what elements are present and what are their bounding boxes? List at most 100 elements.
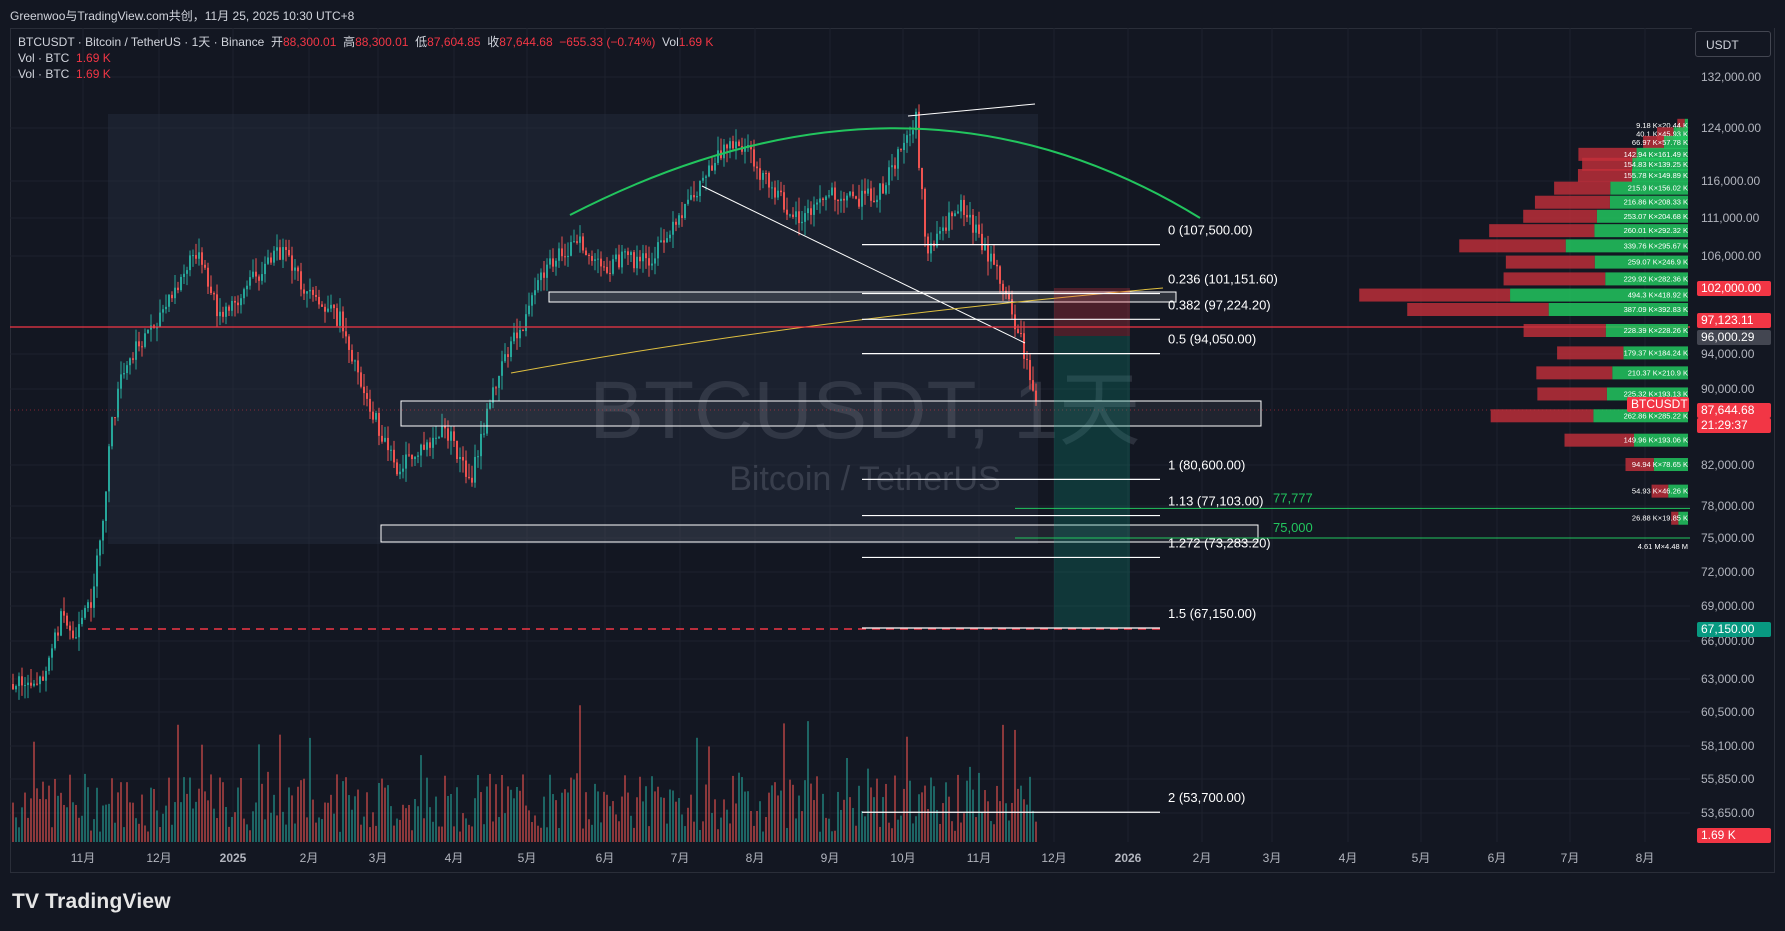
- volume-bar: [720, 817, 722, 842]
- candle-body: [1023, 333, 1025, 359]
- volume-bar: [228, 826, 230, 842]
- candle-body: [423, 444, 425, 450]
- candle-body: [654, 258, 656, 264]
- volume-bar: [810, 783, 812, 842]
- volume-bar: [21, 807, 23, 842]
- vp-bar-down: [1490, 409, 1594, 423]
- time-tick: 6月: [596, 851, 615, 865]
- rounding-top-arc: [569, 127, 1201, 219]
- volume-bar: [159, 827, 161, 842]
- candle-body: [1002, 283, 1004, 291]
- candle-body: [891, 165, 893, 168]
- legend-study-2[interactable]: Vol · BTC 1.69 K: [18, 66, 713, 82]
- volume-bar: [390, 806, 392, 842]
- vp-bar-down: [1536, 366, 1613, 380]
- candle-body: [177, 287, 179, 291]
- price-tick: 55,850.00: [1701, 772, 1755, 786]
- volume-bar: [429, 807, 431, 842]
- candle-body: [525, 314, 527, 332]
- volume-bar: [582, 828, 584, 842]
- candle-body: [357, 360, 359, 373]
- volume-bar: [372, 812, 374, 842]
- time-tick: 4月: [1339, 851, 1358, 865]
- volume-bar: [39, 798, 41, 842]
- candle-body: [909, 134, 911, 136]
- candle-body: [618, 254, 620, 268]
- volume-bar: [1014, 729, 1016, 842]
- volume-bar: [27, 817, 29, 842]
- volume-bar: [435, 796, 437, 842]
- candle-body: [564, 256, 566, 258]
- volume-bar: [177, 724, 179, 842]
- volume-bar: [399, 819, 401, 842]
- volume-bar: [585, 792, 587, 842]
- candle-body: [930, 243, 932, 254]
- candle-body: [255, 271, 257, 277]
- candle-body: [855, 196, 857, 199]
- legend-symbol[interactable]: BTCUSDT · Bitcoin / TetherUS · 1天 · Bina…: [18, 35, 265, 49]
- candle-body: [684, 203, 686, 219]
- candle-body: [951, 212, 953, 217]
- volume-bar: [441, 826, 443, 842]
- vp-label: 260.01 K×292.32 K: [1624, 226, 1688, 235]
- volume-bar: [192, 808, 194, 842]
- volume-bar: [837, 791, 839, 842]
- candle-body: [615, 254, 617, 260]
- volume-bar: [903, 788, 905, 842]
- price-tick: 90,000.00: [1701, 382, 1755, 396]
- volume-bar: [18, 827, 20, 842]
- tradingview-logo[interactable]: TV TradingView: [12, 890, 171, 914]
- volume-bar: [939, 823, 941, 842]
- volume-bar: [1023, 799, 1025, 842]
- legend-study-1[interactable]: Vol · BTC 1.69 K: [18, 50, 713, 66]
- volume-bar: [768, 792, 770, 842]
- candle-body: [648, 258, 650, 266]
- volume-bar: [621, 796, 623, 842]
- volume-bar: [633, 827, 635, 842]
- candle-body: [78, 624, 80, 638]
- vp-label: 26.88 K×19.85 K: [1632, 514, 1688, 523]
- volume-bar: [558, 828, 560, 842]
- volume-bar: [180, 802, 182, 842]
- volume-bar: [210, 774, 212, 842]
- volume-bar: [213, 808, 215, 842]
- time-tick: 7月: [1561, 851, 1580, 865]
- candle-body: [84, 608, 86, 618]
- candle-body: [426, 442, 428, 450]
- candle-body: [843, 198, 845, 201]
- volume-bar: [567, 792, 569, 842]
- candle-body: [303, 289, 305, 294]
- candle-body: [804, 213, 806, 222]
- legend-low-label: 低: [415, 35, 428, 49]
- candle-body: [777, 190, 779, 198]
- vp-bar-down: [1582, 157, 1633, 171]
- candle-body: [990, 253, 992, 262]
- volume-bar: [234, 812, 236, 842]
- candle-body: [1020, 332, 1022, 334]
- volume-bar: [174, 802, 176, 842]
- candle-body: [768, 173, 770, 188]
- volume-bar: [63, 804, 65, 842]
- volume-bar: [1008, 820, 1010, 842]
- volume-bar: [252, 811, 254, 842]
- price-tick: 124,000.00: [1701, 121, 1761, 135]
- candle-body: [759, 168, 761, 180]
- vp-bar-down: [1577, 169, 1632, 183]
- price-label: 87,644.68: [1701, 403, 1755, 417]
- grid-lines: [10, 28, 1690, 842]
- candle-body: [516, 332, 518, 339]
- vp-label: 4.61 M×4.48 M: [1638, 542, 1688, 551]
- volume-bar: [654, 791, 656, 842]
- volume-bar: [924, 785, 926, 842]
- volume-bar: [138, 823, 140, 842]
- currency-button[interactable]: USDT: [1695, 31, 1771, 57]
- position-risk-zone: [1054, 288, 1130, 336]
- volume-bar: [1011, 802, 1013, 842]
- volume-bar: [957, 774, 959, 842]
- candle-body: [243, 289, 245, 299]
- fib-levels: 0 (107,500.00) 0.236 (101,151.60) 0.382 (9…: [862, 223, 1278, 813]
- candle-body: [27, 682, 29, 686]
- candle-body: [939, 231, 941, 234]
- time-tick: 12月: [1041, 851, 1066, 865]
